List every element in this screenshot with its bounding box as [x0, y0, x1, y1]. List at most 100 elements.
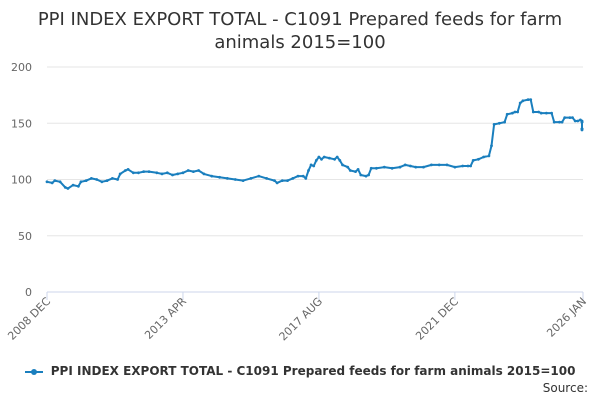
data-point-6 [71, 183, 75, 187]
data-point-93 [511, 111, 514, 115]
data-point-109 [568, 116, 572, 119]
series-group [45, 98, 584, 190]
data-point-58 [335, 155, 339, 159]
data-point-1 [50, 181, 54, 185]
series-line-0 [46, 98, 583, 190]
data-point-16 [118, 172, 122, 176]
legend-line-marker-icon [24, 367, 43, 377]
data-point-38 [249, 177, 253, 180]
data-point-13 [105, 179, 109, 183]
data-point-26 [171, 173, 174, 177]
data-point-84 [471, 159, 475, 162]
x-tick-label-1: 2013 APR [142, 295, 189, 342]
data-point-31 [197, 169, 201, 172]
legend-dot-marker [30, 368, 37, 375]
data-point-55 [322, 155, 326, 159]
data-point-62 [348, 169, 352, 172]
data-point-42 [275, 181, 279, 185]
source-label: Source: [542, 381, 588, 395]
data-point-40 [265, 177, 268, 180]
data-point-30 [192, 170, 195, 174]
data-point-101 [537, 110, 540, 114]
data-point-81 [461, 164, 465, 168]
data-point-36 [233, 178, 237, 181]
data-point-95 [516, 110, 519, 114]
data-point-21 [142, 170, 146, 174]
data-point-67 [367, 173, 370, 177]
data-point-12 [100, 180, 104, 184]
data-point-88 [490, 144, 493, 148]
data-point-53 [317, 155, 321, 159]
data-point-72 [398, 165, 402, 169]
data-point-19 [131, 171, 135, 175]
data-point-45 [291, 177, 295, 180]
data-point-24 [160, 172, 164, 176]
data-point-94 [513, 110, 517, 114]
data-point-98 [526, 98, 530, 101]
data-point-97 [521, 99, 525, 103]
y-tick-label-150: 150 [11, 117, 32, 130]
data-point-106 [558, 120, 561, 124]
data-point-46 [296, 174, 300, 178]
data-point-80 [453, 165, 457, 169]
x-tick-label-4: 2026 JAN [544, 295, 589, 340]
data-point-32 [202, 172, 206, 176]
data-point-43 [280, 179, 284, 183]
data-point-85 [477, 157, 480, 161]
data-point-20 [137, 171, 140, 175]
data-point-29 [186, 169, 190, 172]
data-point-71 [390, 166, 394, 170]
data-point-28 [181, 171, 185, 175]
data-point-77 [430, 163, 433, 167]
data-point-23 [155, 171, 159, 175]
data-point-50 [309, 163, 313, 167]
data-point-48 [304, 177, 308, 180]
x-tick-label-3: 2021 DEC [413, 295, 461, 343]
data-point-2 [53, 179, 57, 183]
data-point-18 [126, 168, 130, 171]
chart-legend[interactable]: PPI INDEX EXPORT TOTAL - C1091 Prepared … [0, 364, 600, 378]
data-point-7 [77, 184, 80, 188]
data-point-104 [550, 111, 553, 115]
data-point-3 [58, 180, 62, 184]
data-point-122 [580, 128, 584, 132]
data-point-60 [341, 163, 344, 167]
data-point-107 [560, 120, 564, 124]
data-point-99 [529, 98, 533, 101]
data-point-63 [354, 170, 357, 174]
y-axis-ticks: 0 50 100 150 200 [11, 61, 32, 299]
data-point-79 [445, 163, 449, 167]
legend-label: PPI INDEX EXPORT TOTAL - C1091 Prepared … [50, 364, 576, 378]
data-point-11 [95, 178, 99, 181]
data-point-100 [531, 110, 535, 114]
data-point-110 [571, 116, 574, 119]
data-point-74 [409, 164, 412, 168]
data-point-15 [116, 178, 119, 181]
data-point-5 [66, 187, 70, 190]
y-tick-label-200: 200 [11, 61, 32, 74]
data-point-105 [552, 120, 556, 124]
data-point-10 [90, 177, 93, 180]
data-point-49 [307, 169, 310, 172]
data-point-78 [437, 163, 441, 167]
data-point-90 [497, 121, 501, 125]
data-point-47 [301, 174, 305, 178]
data-point-102 [539, 111, 543, 115]
data-point-83 [469, 164, 472, 168]
data-point-68 [369, 166, 373, 170]
data-point-89 [492, 123, 496, 126]
data-point-39 [257, 174, 261, 178]
data-point-37 [241, 179, 245, 183]
y-tick-label-100: 100 [11, 174, 32, 187]
data-point-59 [338, 159, 342, 162]
data-point-33 [210, 174, 214, 178]
y-tick-label-50: 50 [18, 230, 32, 243]
data-point-112 [576, 119, 580, 123]
chart-title-line-1: PPI INDEX EXPORT TOTAL - C1091 Prepared … [37, 9, 563, 30]
data-point-25 [165, 171, 169, 175]
y-tick-label-0: 0 [25, 286, 32, 299]
data-point-27 [176, 172, 180, 176]
data-point-8 [79, 180, 83, 184]
data-point-35 [226, 177, 229, 180]
